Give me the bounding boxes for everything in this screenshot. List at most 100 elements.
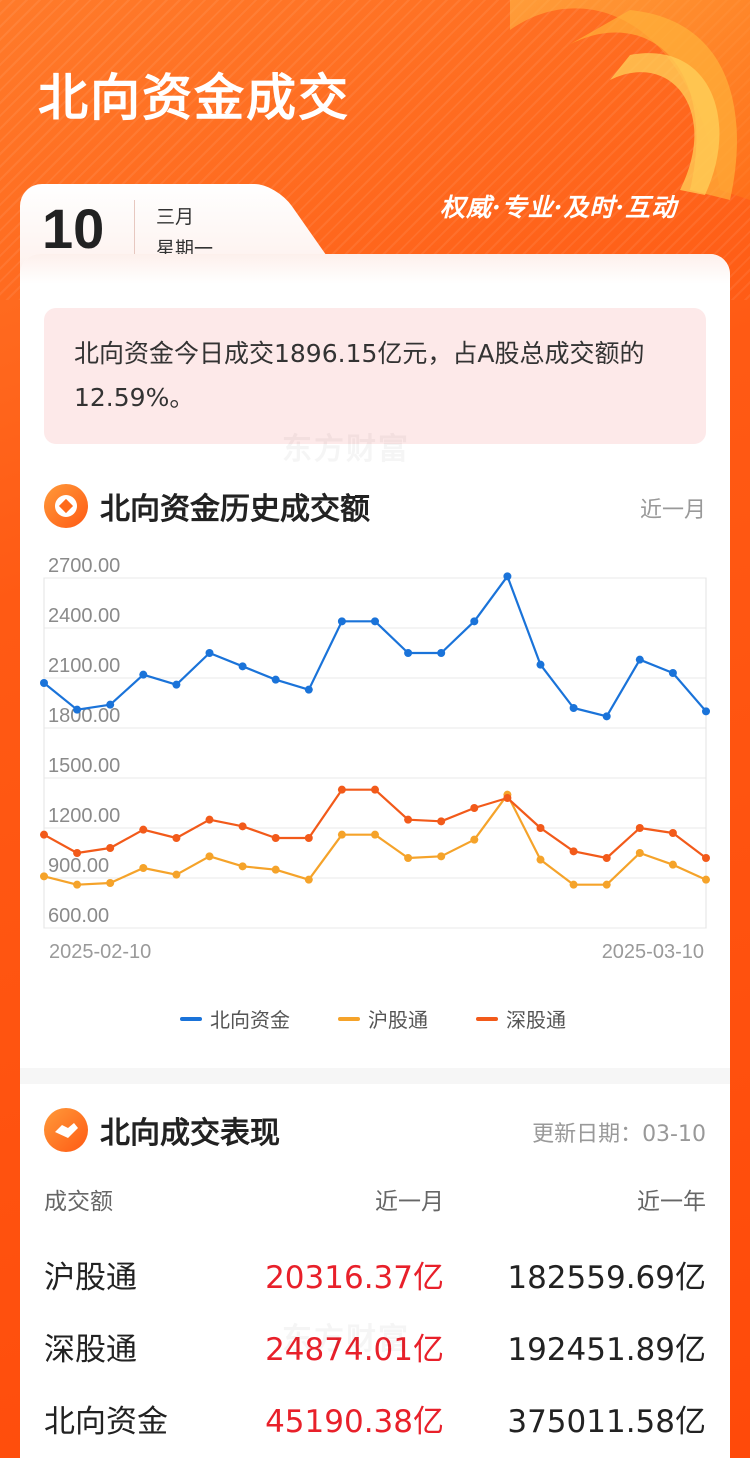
- row-name: 深股通: [44, 1332, 137, 1368]
- data-point-sh: [371, 830, 379, 839]
- data-point-north: [238, 662, 247, 671]
- watermark-logo: 东方财富: [282, 1314, 410, 1358]
- data-point-north: [470, 617, 479, 626]
- watermark-logo: 东方财富: [282, 424, 410, 468]
- data-point-sh: [73, 880, 82, 889]
- data-point-north: [635, 655, 644, 664]
- page-title: 北向资金成交: [38, 69, 350, 127]
- y-tick-label: 1800.00: [48, 705, 120, 727]
- data-point-north: [536, 660, 545, 669]
- data-point-sz: [337, 785, 346, 794]
- content-card: 北向资金今日成交1896.15亿元，占A股总成交额的12.59%。 东方财富 北…: [20, 254, 730, 1458]
- data-point-sz: [668, 829, 677, 837]
- performance-section-title: 北向成交表现: [100, 1116, 280, 1151]
- data-point-north: [337, 617, 346, 626]
- data-point-north: [569, 704, 578, 712]
- data-point-sh: [668, 860, 677, 869]
- data-point-sz: [205, 815, 214, 824]
- data-point-sh: [404, 854, 413, 862]
- x-tick-label-start: 2025-02-10: [49, 941, 151, 963]
- history-chart: 2700.00 2400.00 2100.00 1800.00 1500.00 1200.…: [20, 546, 730, 1046]
- data-point-sh: [569, 880, 578, 889]
- legend-label-sz: 深股通: [506, 1008, 566, 1032]
- performance-section-header: 北向成交表现 更新日期：03-10: [44, 1106, 706, 1152]
- slogan: 权威·专业·及时·互动: [440, 193, 678, 222]
- legend-swatch-sh: [338, 1017, 360, 1021]
- data-point-sh: [470, 835, 479, 844]
- data-point-sz: [106, 844, 115, 852]
- data-point-sh: [635, 849, 644, 857]
- data-point-sh: [602, 880, 611, 889]
- data-point-sz: [437, 817, 446, 826]
- data-point-sz: [371, 785, 379, 794]
- history-period-label[interactable]: 近一月: [639, 498, 706, 523]
- data-point-north: [73, 705, 82, 714]
- row-name: 北向资金: [44, 1404, 168, 1440]
- history-section-header: 北向资金历史成交额 近一月: [44, 482, 706, 528]
- data-point-sz: [73, 849, 82, 857]
- data-point-sh: [337, 830, 346, 839]
- y-tick-label: 2400.00: [48, 605, 120, 627]
- row-year-value: 182559.69亿: [507, 1260, 706, 1296]
- data-point-sz: [569, 847, 578, 856]
- row-month-value: 45190.38亿: [265, 1404, 444, 1440]
- card-top: [20, 254, 730, 284]
- data-point-sz: [172, 834, 181, 842]
- table-header-year: 近一年: [637, 1189, 706, 1215]
- y-tick-label: 600.00: [48, 905, 109, 927]
- table-row: 沪股通 20316.37亿 182559.69亿: [44, 1248, 706, 1298]
- history-chart-svg: 2700.00 2400.00 2100.00 1800.00 1500.00 1200.…: [40, 555, 710, 963]
- legend-label-sh: 沪股通: [368, 1008, 428, 1032]
- legend-swatch-sz: [476, 1017, 498, 1021]
- data-point-sz: [238, 822, 247, 831]
- table-row: 北向资金 45190.38亿 375011.58亿: [44, 1392, 706, 1442]
- x-tick-label-end: 2025-03-10: [602, 941, 704, 963]
- table-row: 深股通 24874.01亿 192451.89亿: [44, 1320, 706, 1370]
- data-point-sz: [304, 834, 313, 842]
- data-point-sh: [304, 875, 313, 884]
- data-point-north: [106, 700, 115, 709]
- y-tick-label: 900.00: [48, 855, 109, 877]
- data-point-sz: [602, 854, 611, 862]
- table-header-amount: 成交额: [44, 1189, 113, 1215]
- data-point-sh: [437, 852, 446, 861]
- data-point-sz: [139, 825, 148, 834]
- summary-text: 北向资金今日成交1896.15亿元，占A股总成交额的12.59%。: [74, 339, 645, 412]
- history-section-title: 北向资金历史成交额: [100, 492, 370, 527]
- row-year-value: 192451.89亿: [507, 1332, 706, 1368]
- data-point-sh: [271, 865, 280, 874]
- data-point-sz: [470, 804, 479, 812]
- data-point-sh: [139, 864, 148, 872]
- data-point-sh: [172, 870, 181, 879]
- plot-frame: [43, 577, 707, 929]
- data-point-sh: [536, 855, 545, 864]
- chart-legend: 北向资金 沪股通 深股通: [20, 998, 730, 1038]
- update-date-label: 更新日期：03-10: [532, 1122, 706, 1147]
- data-point-sh: [238, 862, 247, 871]
- data-point-sz: [635, 824, 644, 832]
- y-tick-label: 2100.00: [48, 655, 120, 677]
- data-point-north: [172, 680, 181, 689]
- date-month: 三月: [156, 206, 195, 228]
- data-point-north: [602, 712, 611, 721]
- data-point-north: [404, 649, 413, 657]
- series-line-sz: [43, 788, 707, 860]
- data-point-sz: [271, 834, 280, 842]
- date-day: 10: [42, 197, 105, 260]
- data-point-sh: [106, 879, 115, 887]
- y-tick-label: 2700.00: [48, 555, 120, 577]
- y-tick-label: 1200.00: [48, 805, 120, 827]
- row-month-value: 24874.01亿: [265, 1332, 444, 1368]
- data-point-north: [205, 649, 214, 657]
- data-point-sz: [503, 794, 512, 802]
- row-month-value: 20316.37亿: [265, 1260, 444, 1296]
- data-point-sz: [702, 854, 710, 862]
- header-decoration: [510, 0, 750, 200]
- data-point-sh: [205, 852, 214, 861]
- data-point-north: [437, 649, 446, 657]
- data-point-north: [503, 572, 512, 581]
- section-divider: [20, 1068, 730, 1084]
- data-point-sz: [40, 830, 48, 839]
- data-point-north: [304, 685, 313, 694]
- table-header-month: 近一月: [375, 1189, 444, 1215]
